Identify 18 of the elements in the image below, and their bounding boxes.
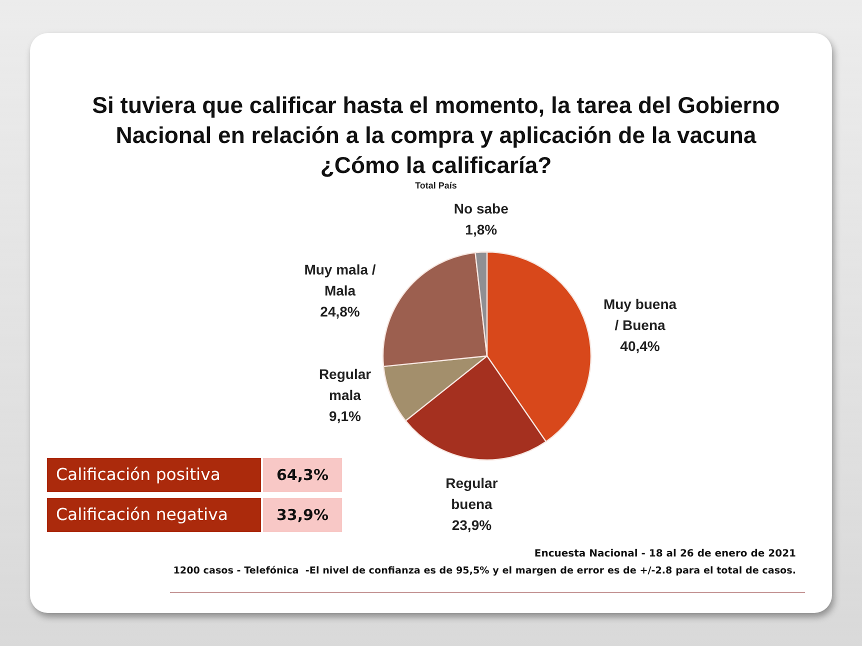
slice-label: Muy buena / Buena <box>603 296 677 334</box>
slice-label: Regular buena <box>446 475 498 512</box>
data-label: 9,1% <box>329 408 362 424</box>
slice-label: No sabe <box>454 200 509 216</box>
text: Encuesta Nacional - 18 al 26 de enero de 2021 <box>534 548 796 560</box>
slice-label: Regular mala <box>318 366 372 404</box>
data-label: 40,4% <box>620 338 660 354</box>
data-label: 23,9% <box>452 517 492 533</box>
text: Calificación positiva <box>47 458 261 492</box>
text: 1200 casos - Telefónica -El nivel de confianza es de 95,5% y el margen de error es de +/-2.8 para el total de casos. <box>173 566 796 576</box>
text: 64,3% <box>263 458 342 492</box>
slice-label: Muy mala / Mala <box>304 262 376 299</box>
data-label: 1,8% <box>465 222 498 238</box>
chart-title: Si tuviera que calificar hasta el momento, la tarea del Gobierno Nacional en relación a la compra y aplicación de la vacuna ¿Cómo la calificaría? <box>92 92 780 178</box>
data-label: 24,8% <box>320 304 360 320</box>
text: 33,9% <box>263 498 342 532</box>
chart-subtitle: Total País <box>415 180 457 190</box>
text: Calificación negativa <box>47 498 261 532</box>
